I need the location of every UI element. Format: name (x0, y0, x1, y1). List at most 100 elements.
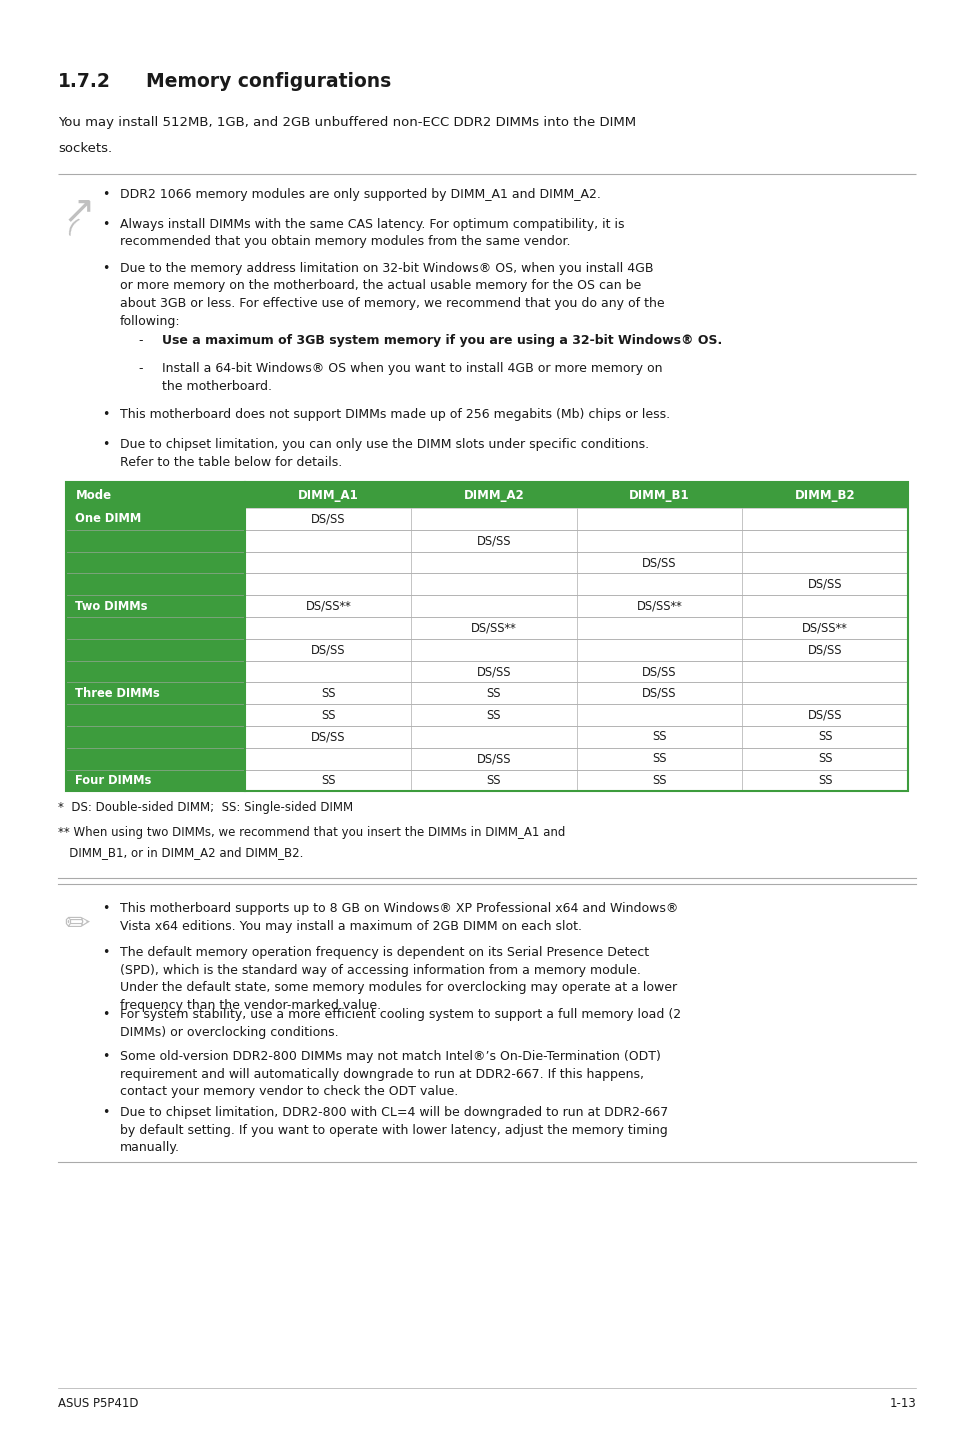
Text: DIMM_B1: DIMM_B1 (629, 489, 689, 502)
Bar (66, 748, 245, 769)
Bar (245, 508, 411, 529)
Bar (411, 508, 577, 529)
Bar (66, 482, 907, 508)
Bar (66, 769, 245, 791)
Text: DS/SS: DS/SS (311, 643, 345, 656)
Bar (411, 638, 577, 660)
Bar (66, 529, 245, 552)
Bar (741, 769, 907, 791)
Text: DS/SS: DS/SS (476, 752, 511, 765)
Text: Some old-version DDR2-800 DIMMs may not match Intel®’s On-Die-Termination (ODT)
: Some old-version DDR2-800 DIMMs may not … (120, 1050, 660, 1099)
Text: This motherboard does not support DIMMs made up of 256 megabits (Mb) chips or le: This motherboard does not support DIMMs … (120, 408, 669, 421)
Text: ↗: ↗ (63, 193, 95, 230)
Text: Install a 64-bit Windows® OS when you want to install 4GB or more memory on
the : Install a 64-bit Windows® OS when you wa… (162, 362, 661, 393)
Text: SS: SS (652, 752, 666, 765)
Text: 1-13: 1-13 (888, 1396, 915, 1411)
Bar (577, 638, 741, 660)
Bar (66, 683, 245, 705)
Text: Due to chipset limitation, DDR2-800 with CL=4 will be downgraded to run at DDR2-: Due to chipset limitation, DDR2-800 with… (120, 1106, 667, 1155)
Bar (577, 705, 741, 726)
Bar (66, 726, 245, 748)
Text: •: • (102, 1106, 110, 1119)
Text: You may install 512MB, 1GB, and 2GB unbuffered non-ECC DDR2 DIMMs into the DIMM: You may install 512MB, 1GB, and 2GB unbu… (58, 116, 636, 129)
Text: •: • (102, 1008, 110, 1021)
Bar (245, 617, 411, 638)
Bar (66, 617, 245, 638)
Bar (577, 769, 741, 791)
Bar (741, 552, 907, 574)
Bar (66, 508, 245, 529)
Bar (577, 660, 741, 683)
Text: SS: SS (817, 731, 832, 743)
Text: DIMM_A1: DIMM_A1 (297, 489, 358, 502)
Text: (: ( (63, 217, 80, 239)
Bar (411, 769, 577, 791)
Text: DS/SS**: DS/SS** (636, 600, 681, 613)
Bar (741, 638, 907, 660)
Bar (741, 574, 907, 595)
Text: -: - (138, 362, 142, 375)
Bar (245, 726, 411, 748)
Bar (741, 595, 907, 617)
Bar (577, 726, 741, 748)
Text: SS: SS (320, 774, 335, 787)
Bar (577, 748, 741, 769)
Text: •: • (102, 439, 110, 452)
Bar (245, 638, 411, 660)
Bar (411, 595, 577, 617)
Text: •: • (102, 408, 110, 421)
Text: One DIMM: One DIMM (75, 512, 141, 525)
Bar (66, 595, 245, 617)
Bar (245, 529, 411, 552)
Text: SS: SS (486, 709, 500, 722)
Text: DIMM_B1, or in DIMM_A2 and DIMM_B2.: DIMM_B1, or in DIMM_A2 and DIMM_B2. (58, 847, 303, 860)
Bar (66, 574, 245, 595)
Bar (245, 705, 411, 726)
Text: Always install DIMMs with the same CAS latency. For optimum compatibility, it is: Always install DIMMs with the same CAS l… (120, 219, 624, 249)
Text: SS: SS (486, 687, 500, 700)
Text: Due to the memory address limitation on 32-bit Windows® OS, when you install 4GB: Due to the memory address limitation on … (120, 262, 664, 328)
Bar (411, 748, 577, 769)
Text: ASUS P5P41D: ASUS P5P41D (58, 1396, 138, 1411)
Text: SS: SS (817, 774, 832, 787)
Text: Two DIMMs: Two DIMMs (75, 600, 148, 613)
Bar (577, 617, 741, 638)
Bar (411, 529, 577, 552)
Text: Due to chipset limitation, you can only use the DIMM slots under specific condit: Due to chipset limitation, you can only … (120, 439, 648, 469)
Text: •: • (102, 262, 110, 275)
Text: DS/SS: DS/SS (641, 687, 676, 700)
Bar (245, 683, 411, 705)
Text: 1.7.2: 1.7.2 (58, 72, 111, 91)
Bar (577, 552, 741, 574)
Bar (245, 748, 411, 769)
Bar (411, 660, 577, 683)
Text: The default memory operation frequency is dependent on its Serial Presence Detec: The default memory operation frequency i… (120, 946, 677, 1012)
Bar (741, 705, 907, 726)
Text: DS/SS: DS/SS (807, 709, 841, 722)
Text: Mode: Mode (76, 489, 112, 502)
Text: DDR2 1066 memory modules are only supported by DIMM_A1 and DIMM_A2.: DDR2 1066 memory modules are only suppor… (120, 188, 600, 201)
Text: This motherboard supports up to 8 GB on Windows® XP Professional x64 and Windows: This motherboard supports up to 8 GB on … (120, 903, 678, 933)
Text: SS: SS (652, 731, 666, 743)
Text: DIMM_A2: DIMM_A2 (463, 489, 524, 502)
Text: Memory configurations: Memory configurations (146, 72, 391, 91)
Bar (66, 552, 245, 574)
Bar (66, 638, 245, 660)
Text: Use a maximum of 3GB system memory if you are using a 32-bit Windows® OS.: Use a maximum of 3GB system memory if yo… (162, 334, 721, 347)
Bar (741, 748, 907, 769)
Bar (245, 574, 411, 595)
Bar (66, 482, 907, 791)
Bar (741, 617, 907, 638)
Text: *  DS: Double-sided DIMM;  SS: Single-sided DIMM: * DS: Double-sided DIMM; SS: Single-side… (58, 801, 353, 814)
Text: ** When using two DIMMs, we recommend that you insert the DIMMs in DIMM_A1 and: ** When using two DIMMs, we recommend th… (58, 827, 565, 840)
Text: Three DIMMs: Three DIMMs (75, 687, 159, 700)
Bar (245, 660, 411, 683)
Text: DS/SS: DS/SS (311, 731, 345, 743)
Text: •: • (102, 219, 110, 232)
Text: DS/SS: DS/SS (641, 664, 676, 677)
Text: SS: SS (320, 687, 335, 700)
Text: DS/SS: DS/SS (476, 664, 511, 677)
Bar (411, 574, 577, 595)
Bar (245, 552, 411, 574)
Bar (741, 660, 907, 683)
